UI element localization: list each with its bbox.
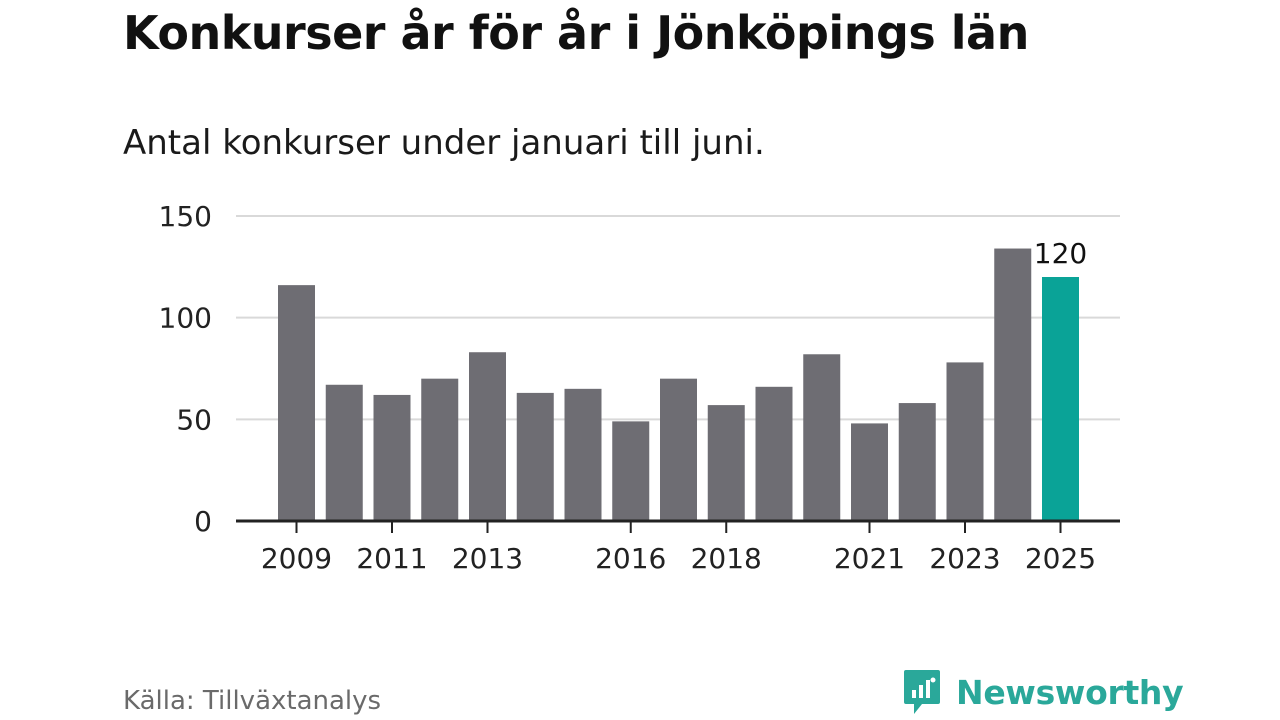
bar-2012 [421, 378, 459, 521]
bar-2015 [564, 388, 602, 521]
brand-name: Newsworthy [956, 672, 1184, 712]
x-tick-label: 2018 [691, 542, 762, 575]
data-label-2025: 120 [1034, 237, 1087, 270]
bar-2011 [373, 394, 411, 521]
bar-2016 [612, 421, 650, 521]
y-tick-label: 0 [194, 505, 212, 538]
bar-2017 [660, 378, 697, 521]
y-tick-label: 100 [159, 302, 212, 335]
bar-2023 [946, 362, 984, 521]
bar-2024 [994, 248, 1032, 522]
x-tick-label: 2011 [356, 542, 427, 575]
bar-2025 [1042, 277, 1079, 521]
labels: 0 50 100 150 2009 2011 2013 2016 2018 2021 2023 202… [159, 200, 1097, 575]
bars [278, 248, 1079, 522]
chart-title: Konkurser år för år i Jönköpings län [123, 6, 1029, 60]
bar-2018 [707, 405, 745, 521]
x-tick-label: 2013 [452, 542, 523, 575]
bar-2010 [325, 384, 363, 521]
bar-2021 [851, 423, 888, 521]
x-tick-label: 2016 [595, 542, 666, 575]
bar-2013 [469, 352, 506, 521]
bar-2022 [898, 403, 936, 521]
bar-2019 [755, 386, 793, 521]
source-note: Källa: Tillväxtanalys [123, 686, 382, 716]
bar-2020 [803, 354, 841, 521]
brand-logo: Newsworthy [902, 668, 1184, 716]
y-tick-label: 150 [159, 200, 212, 233]
x-tick-label: 2025 [1025, 542, 1096, 575]
x-tick-label: 2023 [929, 542, 1000, 575]
x-tick-label: 2009 [261, 542, 332, 575]
bar-2014 [516, 392, 554, 521]
newsworthy-logo-icon [904, 670, 940, 714]
chart-subtitle: Antal konkurser under januari till juni. [123, 123, 765, 163]
x-tick-label: 2021 [834, 542, 905, 575]
bar-2009 [278, 285, 315, 521]
axes [236, 519, 1120, 533]
y-tick-label: 50 [176, 403, 212, 436]
